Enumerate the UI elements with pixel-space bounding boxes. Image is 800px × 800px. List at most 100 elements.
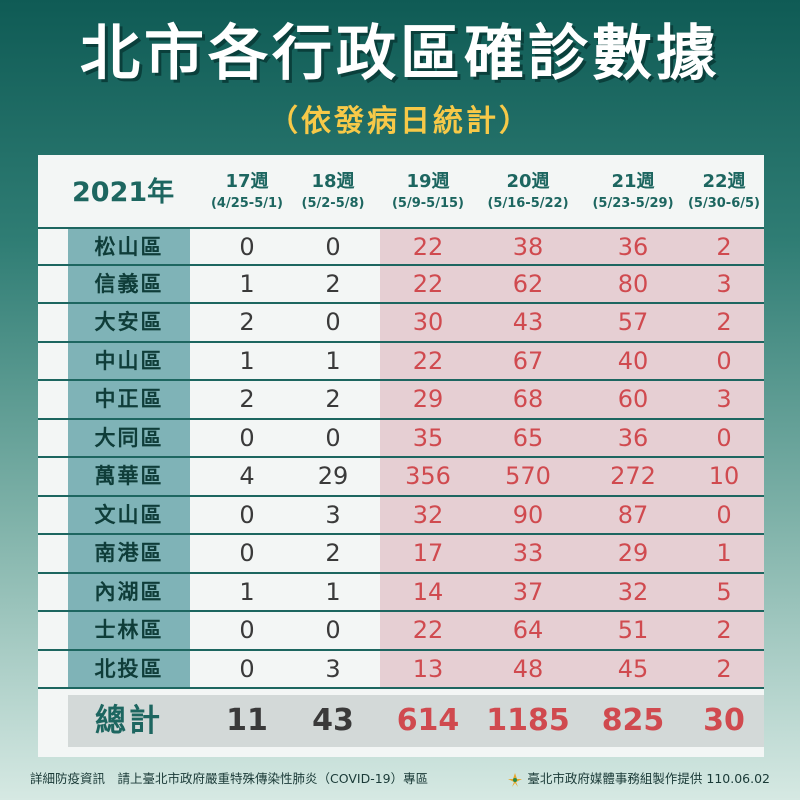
case-count-cell: 36 [617, 423, 649, 452]
case-count-cell: 0 [716, 423, 732, 452]
highlight-band [380, 229, 764, 264]
table-row: 中正區 2 2 29 68 60 3 [38, 381, 764, 420]
total-label: 總計 [95, 703, 163, 739]
table-row: 北投區 0 3 13 48 45 2 [38, 650, 764, 689]
district-label: 南港區 [68, 535, 190, 572]
case-count-cell: 3 [716, 269, 732, 298]
case-count-cell: 0 [716, 500, 732, 529]
footer-credit-text: 臺北市政府媒體事務組製作提供 110.06.02 [527, 771, 770, 786]
district-label: 文山區 [68, 496, 190, 533]
case-count-cell: 2 [325, 539, 341, 567]
table-row: 信義區 1 2 22 62 80 3 [38, 265, 764, 304]
total-value: 1185 [486, 703, 570, 738]
case-count-cell: 3 [325, 654, 341, 683]
week-range: (5/23-5/29) [592, 196, 674, 211]
highlight-band [380, 612, 764, 649]
case-count-cell: 2 [325, 269, 341, 298]
case-count-cell: 2 [325, 385, 341, 413]
case-count-cell: 48 [512, 654, 544, 683]
data-table: 2021年 17週 (4/25-5/1) 18週 (5/2-5/8) 19週 (… [38, 155, 764, 757]
week-17-header: 17週 (4/25-5/1) [206, 171, 288, 219]
case-count-cell: 14 [412, 577, 444, 606]
case-count-cell: 2 [716, 654, 732, 683]
highlight-band [380, 342, 764, 379]
case-count-cell: 30 [412, 308, 444, 336]
case-count-cell: 0 [239, 233, 255, 261]
week-label: 22週 [702, 171, 746, 192]
highlight-band [380, 381, 764, 418]
taipei-logo-icon [508, 772, 523, 787]
case-count-cell: 40 [617, 346, 649, 375]
case-count-cell: 17 [412, 539, 444, 567]
week-22-header: 22週 (5/30-6/5) [684, 171, 764, 219]
case-count-cell: 90 [512, 500, 544, 529]
case-count-cell: 356 [405, 462, 451, 490]
case-count-cell: 2 [716, 308, 732, 336]
highlight-band [380, 496, 764, 533]
week-18-header: 18週 (5/2-5/8) [290, 171, 376, 219]
case-count-cell: 37 [512, 577, 544, 606]
case-count-cell: 5 [716, 577, 732, 606]
case-count-cell: 0 [239, 616, 255, 644]
total-value: 43 [312, 703, 354, 738]
case-count-cell: 4 [239, 462, 255, 490]
table-row: 中山區 1 1 22 67 40 0 [38, 342, 764, 381]
case-count-cell: 0 [325, 616, 341, 644]
case-count-cell: 87 [617, 500, 649, 529]
highlight-band [380, 458, 764, 495]
district-label: 大安區 [68, 304, 190, 341]
case-count-cell: 272 [610, 462, 656, 490]
week-range: (5/9-5/15) [391, 196, 464, 211]
table-row: 大安區 2 0 30 43 57 2 [38, 304, 764, 343]
case-count-cell: 64 [512, 616, 544, 644]
district-label: 大同區 [68, 419, 190, 456]
week-21-header: 21週 (5/23-5/29) [580, 171, 686, 219]
case-count-cell: 0 [239, 500, 255, 529]
highlight-band [380, 650, 764, 687]
week-label: 19週 [406, 171, 450, 192]
case-count-cell: 0 [325, 308, 341, 336]
case-count-cell: 22 [412, 269, 444, 298]
case-count-cell: 60 [617, 385, 649, 413]
district-label: 中正區 [68, 381, 190, 418]
case-count-cell: 0 [325, 233, 341, 261]
case-count-cell: 1 [239, 346, 255, 375]
week-label: 20週 [506, 171, 550, 192]
week-19-header: 19週 (5/9-5/15) [380, 171, 476, 219]
footer: 詳細防疫資訊 請上臺北市政府嚴重特殊傳染性肺炎（COVID-19）專區 臺北市政… [30, 768, 770, 790]
district-label: 中山區 [68, 342, 190, 379]
table-row: 內湖區 1 1 14 37 32 5 [38, 573, 764, 612]
case-count-cell: 29 [412, 385, 444, 413]
year-label: 2021年 [72, 177, 175, 208]
case-count-cell: 35 [412, 423, 444, 452]
case-count-cell: 22 [412, 616, 444, 644]
case-count-cell: 0 [239, 423, 255, 452]
case-count-cell: 33 [512, 539, 544, 567]
table-row: 文山區 0 3 32 90 87 0 [38, 496, 764, 535]
case-count-cell: 10 [708, 462, 740, 490]
case-count-cell: 2 [716, 616, 732, 644]
total-value: 11 [226, 703, 268, 738]
highlight-band [380, 419, 764, 456]
table-row: 萬華區 4 29 356 570 272 10 [38, 458, 764, 497]
case-count-cell: 3 [716, 385, 732, 413]
case-count-cell: 2 [716, 233, 732, 261]
table-row: 士林區 0 0 22 64 51 2 [38, 612, 764, 651]
table-body: 松山區 0 0 22 38 36 2 信義區 1 2 22 62 80 3 大安區 2 0 30 43 57 2 中山區 1… [38, 227, 764, 689]
case-count-cell: 43 [512, 308, 544, 336]
case-count-cell: 3 [325, 500, 341, 529]
case-count-cell: 80 [617, 269, 649, 298]
case-count-cell: 0 [239, 654, 255, 683]
case-count-cell: 36 [617, 233, 649, 261]
case-count-cell: 67 [512, 346, 544, 375]
case-count-cell: 1 [239, 269, 255, 298]
page-title: 北市各行政區確診數據 [80, 19, 720, 89]
case-count-cell: 2 [239, 308, 255, 336]
case-count-cell: 0 [239, 539, 255, 567]
district-label: 士林區 [68, 612, 190, 649]
table-row: 南港區 0 2 17 33 29 1 [38, 535, 764, 574]
case-count-cell: 29 [617, 539, 649, 567]
case-count-cell: 51 [617, 616, 649, 644]
case-count-cell: 57 [617, 308, 649, 336]
total-row: 總計 11 43 614 1185 825 30 [68, 695, 764, 747]
